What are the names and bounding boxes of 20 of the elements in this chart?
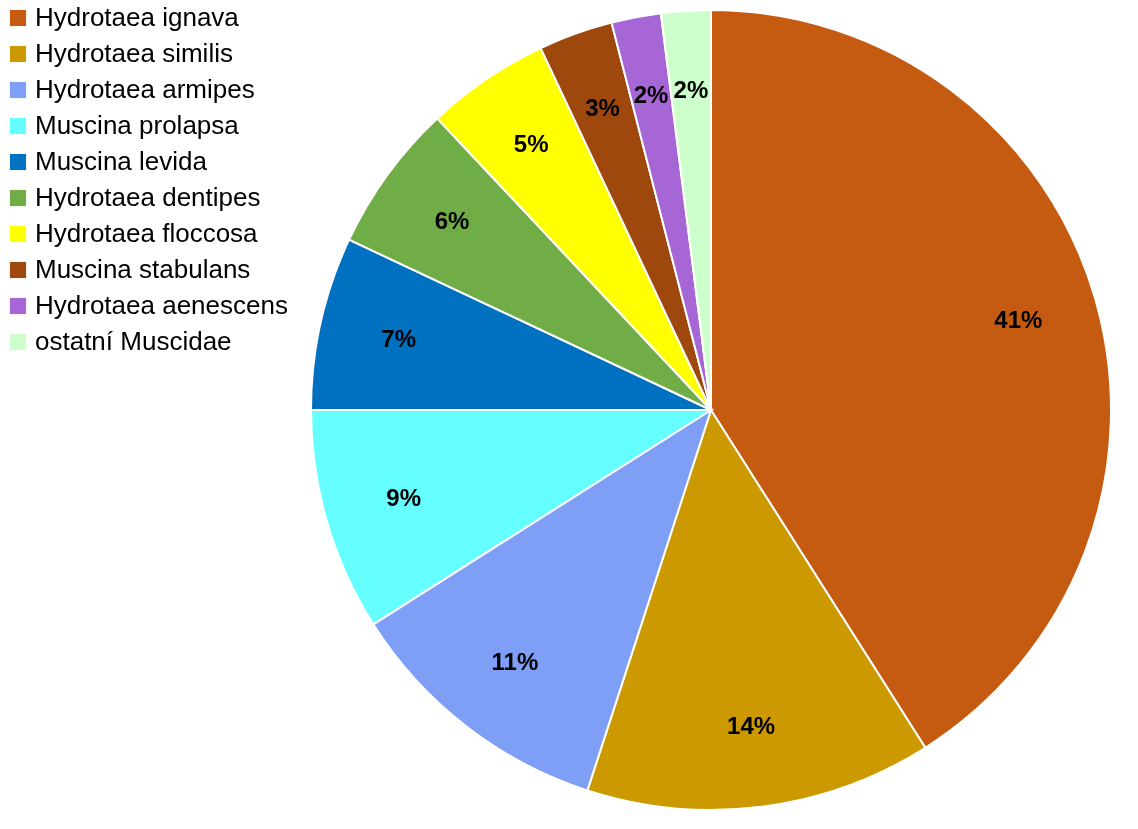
data-label: 11% xyxy=(491,647,539,675)
legend-label: ostatní Muscidae xyxy=(35,326,232,356)
data-label: 9% xyxy=(386,484,422,512)
legend-label: Hydrotaea armipes xyxy=(35,74,255,104)
data-label: 41% xyxy=(994,305,1043,333)
legend-label: Muscina levida xyxy=(35,146,208,176)
legend-label: Hydrotaea dentipes xyxy=(35,182,261,212)
legend-label: Hydrotaea similis xyxy=(35,38,233,68)
legend-label: Hydrotaea floccosa xyxy=(35,218,259,248)
legend-label: Muscina stabulans xyxy=(35,254,251,284)
data-label: 14% xyxy=(727,712,776,740)
data-label: 6% xyxy=(434,206,470,234)
data-label: 3% xyxy=(585,93,620,121)
legend-label: Muscina prolapsa xyxy=(35,110,240,140)
data-label: 2% xyxy=(673,75,709,103)
legend-label: Hydrotaea ignava xyxy=(35,2,240,32)
data-label: 5% xyxy=(513,130,549,158)
data-label: 7% xyxy=(381,325,417,353)
legend-label: Hydrotaea aenescens xyxy=(35,290,288,320)
data-label: 2% xyxy=(633,80,669,108)
